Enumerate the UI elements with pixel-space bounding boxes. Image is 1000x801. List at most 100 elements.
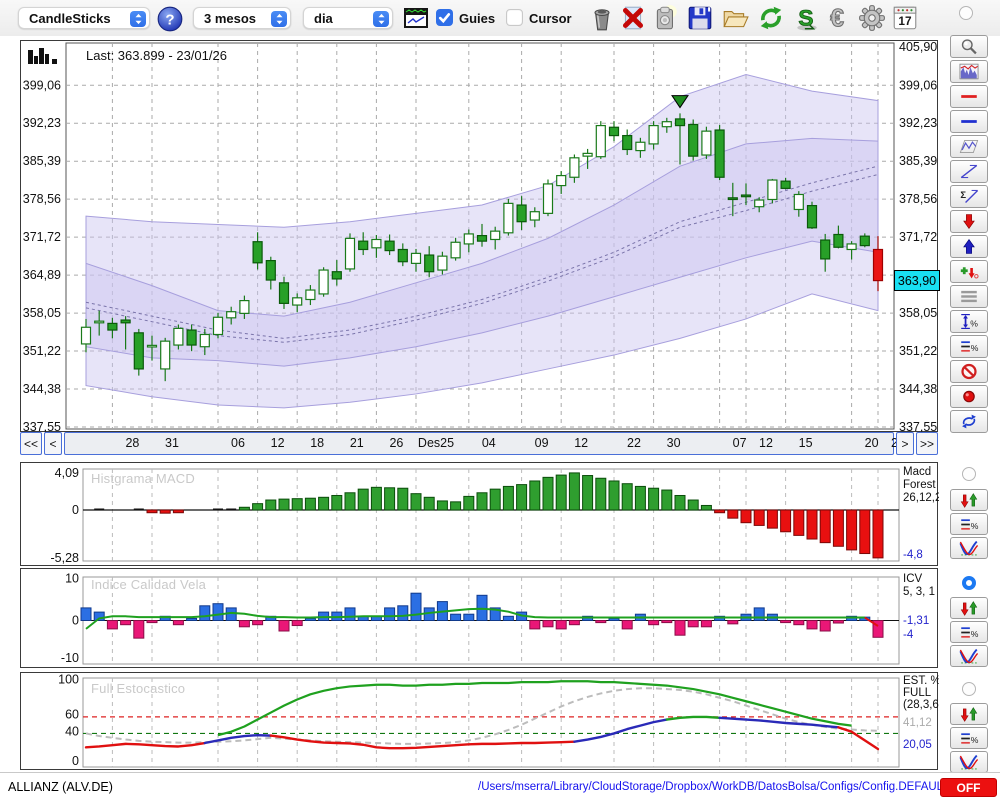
macd-bar: [793, 509, 805, 536]
current-price-tag: 363,90: [894, 270, 940, 291]
top-radio-button[interactable]: [959, 6, 973, 20]
candlestick-chart[interactable]: 405,90 399,06 399,06 392,23 392,23 385,39 385,…: [21, 41, 939, 433]
candle-body: [80, 326, 92, 345]
cursor-checkbox[interactable]: [506, 9, 523, 26]
svg-text:S: S: [798, 6, 813, 31]
candle-body: [622, 134, 633, 151]
stoch-percent-button[interactable]: %: [950, 727, 988, 749]
trash-icon[interactable]: [588, 4, 616, 32]
price-tick-label-right: 399,06: [899, 78, 937, 92]
icv-bar: [212, 603, 224, 622]
indicator-window-button[interactable]: [950, 60, 988, 83]
stoch-main-line-blue: [718, 716, 840, 729]
off-toggle-button[interactable]: OFF: [940, 778, 997, 797]
config-path-link[interactable]: /Users/mserra/Library/CloudStorage/Dropb…: [478, 781, 970, 793]
gray-lines-tool-button[interactable]: [950, 285, 988, 308]
candle-body: [595, 124, 606, 158]
macd-arrows-button[interactable]: [950, 489, 988, 511]
macd-bar: [872, 509, 884, 559]
icv-bar: [502, 615, 514, 621]
macd-bar: [529, 480, 541, 511]
candle-body: [120, 319, 131, 324]
trend-line-tool-button[interactable]: [950, 160, 988, 183]
nav-next-button[interactable]: >: [896, 432, 914, 455]
svg-text:%: %: [971, 628, 979, 638]
refresh-icon[interactable]: [757, 4, 785, 32]
date-tick-label: 12: [270, 436, 285, 450]
nav-last-button[interactable]: >>: [916, 432, 938, 455]
stoch-y-tick-label: 0: [72, 754, 79, 768]
add-signal-tool-button[interactable]: [950, 260, 988, 283]
candle-body: [793, 193, 804, 211]
guies-checkbox[interactable]: [436, 9, 453, 26]
macd-bar: [568, 472, 580, 511]
price-tick-label-right: 371,72: [899, 230, 937, 244]
candle-body: [490, 230, 501, 241]
stochastic-panel: 100 60 40 0 Full Estocastico EST. % FULL (2…: [20, 672, 939, 770]
icv-bar: [172, 620, 184, 626]
candle-body: [463, 233, 474, 245]
date-strip[interactable]: 28310612182126Des2504091222300712152023: [64, 432, 905, 455]
macd-wave-button[interactable]: [950, 537, 988, 559]
vertical-range-percent-button[interactable]: %: [950, 310, 988, 333]
lines-percent-button[interactable]: %: [950, 335, 988, 358]
candle-body: [133, 332, 144, 370]
clipboard-icon[interactable]: [652, 4, 680, 32]
sum-trend-tool-button[interactable]: Σ: [950, 185, 988, 208]
nav-first-button[interactable]: <<: [20, 432, 42, 455]
macd-panel: 4,09 0 -5,28 Histgrama MACD Macd Forest 26…: [20, 462, 939, 566]
macd-bar: [582, 475, 594, 511]
gear-icon[interactable]: [858, 4, 886, 32]
euro-icon[interactable]: €: [827, 4, 855, 33]
stoch-radio-button[interactable]: [962, 682, 976, 696]
icv-bar: [489, 607, 501, 622]
macd-bar: [502, 485, 514, 511]
icv-bar-chart: 10 0 -10: [61, 572, 900, 665]
stoch-arrows-button[interactable]: [950, 703, 988, 725]
stoch-wave-button[interactable]: [950, 751, 988, 773]
icv-radio-button[interactable]: [962, 576, 976, 590]
macd-bar: [687, 499, 699, 511]
red-down-arrow-tool-button[interactable]: [950, 210, 988, 233]
macd-bar: [727, 509, 739, 519]
red-hline-tool-button[interactable]: [950, 85, 988, 108]
candle-body: [410, 252, 422, 264]
icv-bar: [199, 605, 211, 621]
chart-config-icon[interactable]: [403, 6, 429, 30]
icv-bar: [700, 620, 712, 628]
macd-radio-button[interactable]: [962, 467, 976, 481]
candle-body: [331, 271, 342, 280]
macd-bar: [476, 492, 488, 511]
icv-bar: [133, 620, 145, 639]
chart-type-select[interactable]: CandleSticks: [18, 7, 150, 29]
save-icon[interactable]: [686, 4, 714, 32]
refresh-chart-button[interactable]: [950, 410, 988, 433]
calendar-icon[interactable]: 17: [891, 4, 919, 32]
forbid-tool-button[interactable]: [950, 360, 988, 383]
candle-body: [661, 121, 672, 128]
zoom-tool-button[interactable]: [950, 35, 988, 58]
zigzag-channel-tool-button[interactable]: [950, 135, 988, 158]
macd-percent-button[interactable]: %: [950, 513, 988, 535]
stoch-y-tick-label: 100: [58, 673, 79, 687]
nav-prev-button[interactable]: <: [44, 432, 62, 455]
icv-arrows-button[interactable]: [950, 597, 988, 619]
help-button[interactable]: ?: [156, 5, 184, 33]
sync-icon[interactable]: S: [793, 4, 821, 32]
macd-bar: [753, 509, 765, 526]
open-folder-icon[interactable]: [721, 4, 749, 32]
interval-select[interactable]: dia: [303, 7, 393, 29]
icv-wave-button[interactable]: [950, 645, 988, 667]
chevron-up-down-icon: [373, 11, 389, 27]
date-tick-label: 20: [864, 436, 879, 450]
delete-x-icon[interactable]: [619, 4, 647, 32]
icv-bar: [806, 620, 818, 630]
blue-up-arrow-tool-button[interactable]: [950, 235, 988, 258]
icv-params: 5, 3, 1: [903, 586, 935, 598]
icv-bar: [93, 611, 105, 621]
record-tool-button[interactable]: [950, 385, 988, 408]
period-select[interactable]: 3 mesos: [193, 7, 291, 29]
icv-percent-button[interactable]: %: [950, 621, 988, 643]
blue-hline-tool-button[interactable]: [950, 110, 988, 133]
